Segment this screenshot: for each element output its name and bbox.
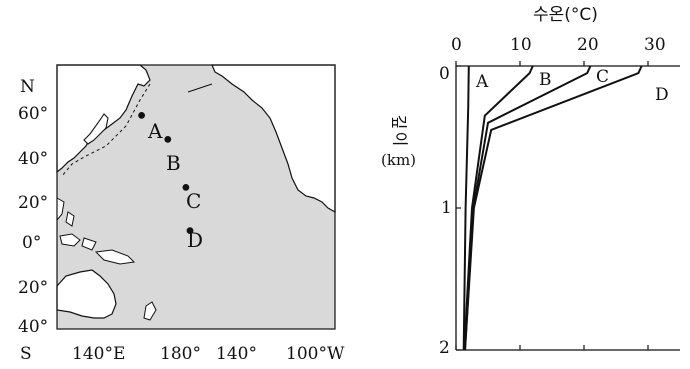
lat-label-60n: 60° bbox=[18, 104, 49, 124]
station-label-d: D bbox=[187, 228, 204, 252]
lon-label-180: 180° bbox=[160, 344, 201, 364]
y-axis-label-char-2: 이 bbox=[390, 131, 410, 147]
x-tick-30: 30 bbox=[644, 35, 666, 55]
lat-label-20n: 20° bbox=[18, 193, 49, 213]
y-tick-2: 2 bbox=[439, 338, 450, 358]
x-tick-10: 10 bbox=[510, 35, 532, 55]
southeast-asia-islands bbox=[56, 197, 97, 251]
station-label-a: A bbox=[148, 119, 163, 143]
station-dot-a bbox=[138, 112, 146, 119]
lon-label-140e: 140°E bbox=[72, 344, 126, 364]
lat-label-40s: 40° bbox=[18, 317, 49, 337]
x-tick-0: 0 bbox=[451, 35, 462, 55]
lat-label-s: S bbox=[20, 344, 32, 364]
japan-islands bbox=[83, 113, 109, 145]
series-label-d: D bbox=[655, 85, 669, 105]
new-zealand bbox=[143, 301, 157, 321]
station-dot-c bbox=[182, 184, 190, 191]
lon-label-100w: 100°W bbox=[286, 344, 345, 364]
map-frame bbox=[56, 64, 336, 330]
australia-landmass bbox=[56, 269, 117, 319]
series-label-b: B bbox=[539, 70, 552, 90]
north-america-landmass bbox=[211, 64, 336, 214]
series-label-a: A bbox=[476, 72, 489, 92]
y-tick-1: 1 bbox=[441, 198, 452, 218]
series-line-d bbox=[464, 65, 643, 351]
new-guinea bbox=[94, 249, 136, 265]
lon-label-140w: 140° bbox=[216, 344, 257, 364]
lat-label-40n: 40° bbox=[18, 149, 49, 169]
x-tick-20: 20 bbox=[577, 35, 599, 55]
station-dot-d bbox=[186, 227, 194, 235]
station-dot-b bbox=[164, 136, 172, 143]
y-tick-0: 0 bbox=[439, 64, 450, 84]
lat-label-20s: 20° bbox=[18, 278, 49, 298]
series-label-c: C bbox=[596, 67, 610, 87]
y-axis-label-char-1: 깊 bbox=[389, 114, 409, 130]
series-line-b bbox=[463, 65, 534, 351]
chart-title: 수온(°C) bbox=[533, 5, 598, 25]
series-line-a bbox=[462, 65, 470, 351]
lat-label-n: N bbox=[20, 77, 35, 97]
alaska-peninsula bbox=[187, 83, 213, 93]
dashed-boundary-line bbox=[61, 83, 151, 177]
pacific-map bbox=[56, 64, 336, 330]
station-label-b: B bbox=[166, 151, 181, 175]
station-label-c: C bbox=[186, 189, 202, 213]
y-axis-label-unit: (km) bbox=[381, 151, 417, 169]
series-line-c bbox=[464, 65, 592, 351]
lat-label-0: 0° bbox=[22, 233, 42, 253]
